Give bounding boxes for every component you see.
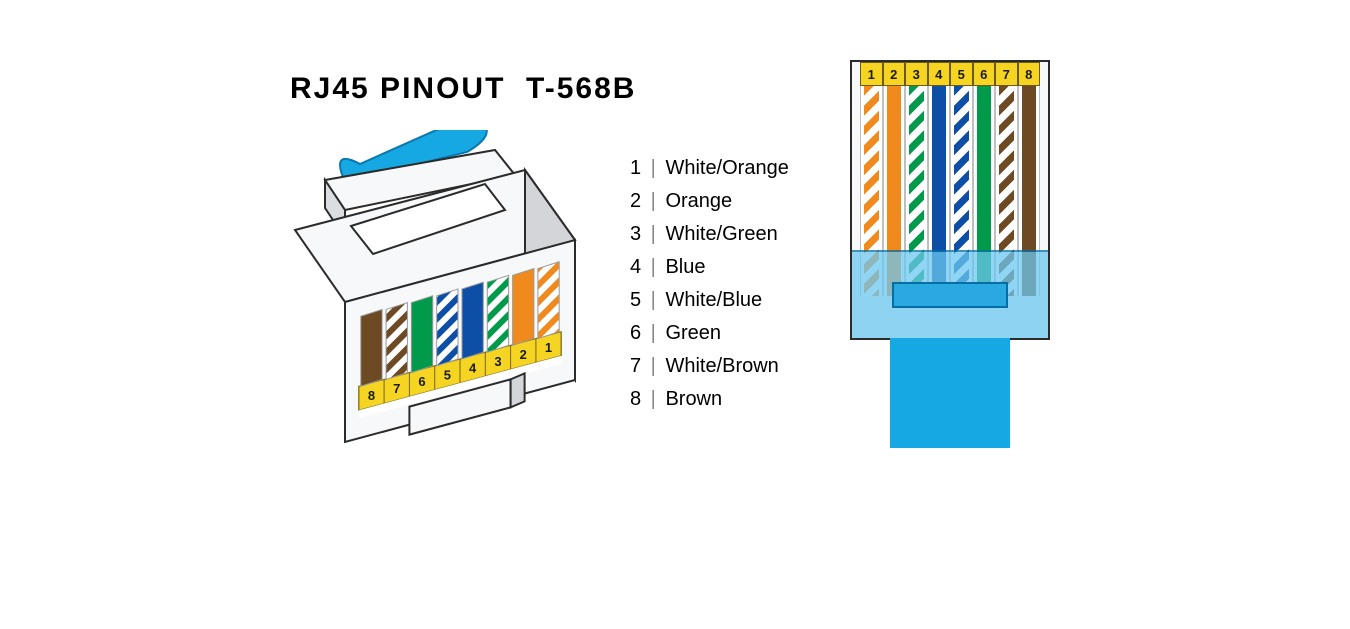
iso-wire-6 — [411, 296, 432, 373]
iso-pin-number-3: 3 — [494, 354, 501, 369]
legend-row-4: 4 | Blue — [630, 251, 789, 284]
iso-wire-2 — [513, 269, 534, 346]
legend-row-1: 1 | White/Orange — [630, 152, 789, 185]
pin-tab-5: 5 — [950, 62, 973, 86]
legend-separator: | — [645, 190, 661, 212]
iso-pin-number-6: 6 — [418, 374, 425, 389]
legend-separator: | — [645, 223, 661, 245]
pin-tab-1: 1 — [860, 62, 883, 86]
legend-row-6: 6 | Green — [630, 317, 789, 350]
legend-row-8: 8 | Brown — [630, 383, 789, 416]
rj45-isometric-view: 8 7 6 5 4 3 2 1 — [265, 130, 605, 490]
legend-separator: | — [645, 355, 661, 377]
iso-wire-1 — [538, 262, 559, 339]
legend-pin-number: 5 — [630, 289, 641, 311]
legend-separator: | — [645, 256, 661, 278]
iso-pin-number-5: 5 — [444, 367, 451, 382]
legend-row-7: 7 | White/Brown — [630, 350, 789, 383]
legend-pin-label: White/Orange — [665, 157, 788, 179]
legend-pin-number: 6 — [630, 322, 641, 344]
iso-clip-tab-side — [511, 373, 525, 407]
pin-tab-7: 7 — [995, 62, 1018, 86]
iso-pin-number-4: 4 — [469, 361, 477, 376]
legend-row-2: 2 | Orange — [630, 185, 789, 218]
legend-separator: | — [645, 322, 661, 344]
iso-pin-number-2: 2 — [520, 347, 527, 362]
pin-tab-3: 3 — [905, 62, 928, 86]
pin-color-legend: 1 | White/Orange2 | Orange3 | White/Gree… — [630, 152, 789, 416]
legend-pin-label: Green — [665, 322, 721, 344]
pin-number-row: 12345678 — [860, 62, 1040, 86]
legend-pin-label: White/Brown — [665, 355, 778, 377]
iso-wire-5 — [437, 289, 458, 366]
pin-tab-6: 6 — [973, 62, 996, 86]
iso-wire-4 — [462, 282, 483, 359]
legend-pin-number: 1 — [630, 157, 641, 179]
cable-extension — [890, 338, 1010, 448]
connector-clip — [892, 282, 1008, 308]
legend-separator: | — [645, 289, 661, 311]
legend-row-3: 3 | White/Green — [630, 218, 789, 251]
legend-pin-label: White/Blue — [665, 289, 762, 311]
pin-tab-4: 4 — [928, 62, 951, 86]
legend-pin-number: 4 — [630, 256, 641, 278]
iso-svg: 8 7 6 5 4 3 2 1 — [265, 130, 605, 490]
legend-pin-number: 8 — [630, 388, 641, 410]
pin-tab-2: 2 — [883, 62, 906, 86]
legend-pin-label: Blue — [665, 256, 705, 278]
legend-pin-label: Orange — [665, 190, 732, 212]
iso-pin-number-1: 1 — [545, 340, 552, 355]
iso-wire-7 — [386, 303, 407, 380]
iso-wire-8 — [361, 309, 382, 386]
iso-wire-3 — [487, 275, 508, 352]
legend-pin-number: 2 — [630, 190, 641, 212]
legend-row-5: 5 | White/Blue — [630, 284, 789, 317]
rj45-top-view: 12345678 — [850, 60, 1050, 340]
pin-tab-8: 8 — [1018, 62, 1041, 86]
legend-separator: | — [645, 157, 661, 179]
legend-pin-number: 3 — [630, 223, 641, 245]
legend-separator: | — [645, 388, 661, 410]
diagram-title: RJ45 PINOUT T-568B — [290, 72, 636, 106]
iso-pin-number-8: 8 — [368, 388, 375, 403]
legend-pin-number: 7 — [630, 355, 641, 377]
connector-body-top: 12345678 — [850, 60, 1050, 340]
iso-pin-number-7: 7 — [393, 381, 400, 396]
legend-pin-label: White/Green — [665, 223, 777, 245]
legend-pin-label: Brown — [665, 388, 722, 410]
